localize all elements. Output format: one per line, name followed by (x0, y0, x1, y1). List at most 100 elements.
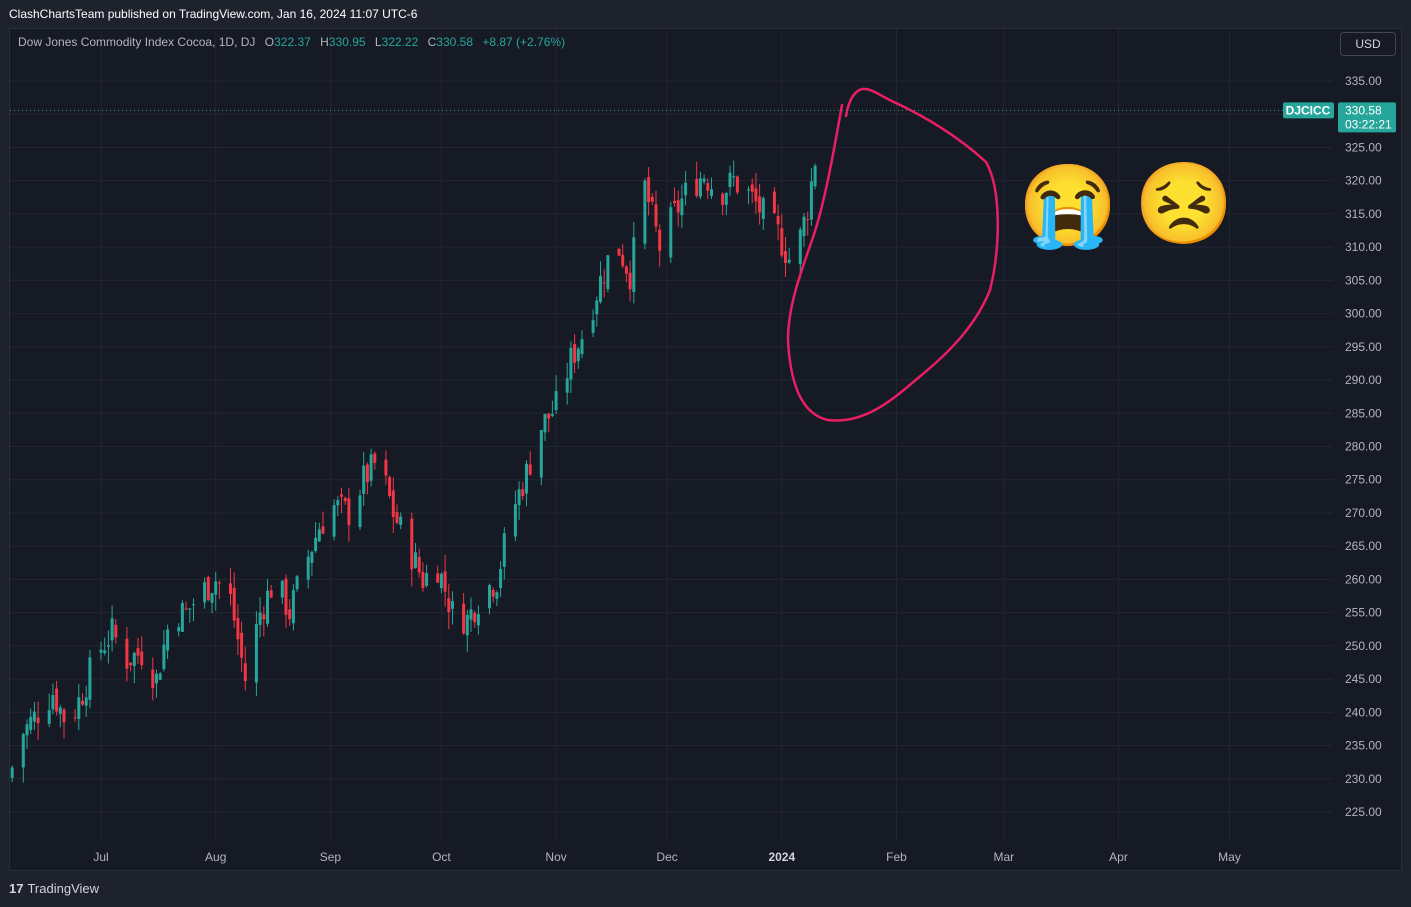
y-tick-label: 295.00 (1345, 340, 1382, 354)
candle-body (36, 717, 40, 724)
candle-body (310, 551, 314, 563)
candle-body (462, 603, 466, 634)
candle-body (809, 181, 813, 220)
candle-body (565, 378, 569, 393)
candle-body (684, 182, 688, 196)
x-tick-label: Dec (656, 850, 677, 864)
x-tick-label: Apr (1109, 850, 1128, 864)
candle-body (55, 688, 59, 712)
high-label: H (320, 35, 329, 49)
candle-body (813, 165, 817, 187)
candle-body (291, 590, 295, 624)
candle-body (710, 189, 713, 196)
symbol-legend: Dow Jones Commodity Index Cocoa, 1D, DJ … (18, 35, 565, 49)
time-axis: Jul Aug Sep Oct Nov Dec 2024 Feb Mar Apr May (93, 850, 1241, 864)
low-label: L (374, 35, 382, 49)
candle-body (747, 189, 750, 191)
candle-body (425, 573, 429, 586)
ticker-tag (1283, 102, 1334, 119)
candle-body (758, 196, 762, 213)
candle-body (784, 250, 787, 264)
y-tick-label: 325.00 (1345, 140, 1382, 154)
candle-body (32, 711, 36, 722)
candle-body (243, 663, 247, 682)
y-tick-label: 265.00 (1345, 539, 1382, 553)
candle-body (25, 724, 29, 736)
y-tick-label: 335.00 (1345, 74, 1382, 88)
candle-body (106, 645, 110, 647)
candle-body (439, 573, 443, 589)
close-value: 330.58 (436, 35, 473, 49)
candle-body (81, 700, 84, 705)
candle-body (343, 497, 347, 502)
candle-body (643, 180, 647, 244)
candle-body (576, 348, 580, 362)
candle-body (698, 178, 702, 197)
candle-body (695, 179, 699, 196)
candle-body (269, 590, 273, 598)
candle-body (658, 229, 662, 251)
candle-body (254, 624, 258, 683)
candle-body (229, 583, 232, 594)
x-tick-label: May (1218, 850, 1241, 864)
ticker-label: DJCICC (1286, 103, 1331, 117)
currency-button[interactable]: USD (1340, 32, 1396, 56)
candle-body (624, 266, 628, 274)
countdown-value: 03:22:21 (1345, 117, 1392, 131)
candle-body (369, 454, 373, 481)
candle-body (735, 176, 739, 193)
y-tick-label: 315.00 (1345, 207, 1382, 221)
candle-body (654, 204, 658, 227)
candle-body (210, 593, 214, 603)
candle-body (750, 184, 754, 192)
candle-body (451, 601, 454, 609)
candle-body (166, 629, 170, 651)
candle-body (414, 552, 417, 568)
brand-name: TradingView (27, 881, 100, 896)
candle-body (676, 200, 680, 213)
crying-emoji: 😭 (1018, 161, 1118, 250)
y-tick-label: 235.00 (1345, 739, 1382, 753)
candle-body (306, 556, 310, 580)
candle-body (521, 489, 525, 497)
candle-body (103, 650, 107, 654)
candle-body (469, 609, 473, 620)
y-tick-label: 310.00 (1345, 240, 1382, 254)
candle-body (554, 391, 558, 411)
candle-body (421, 572, 425, 588)
candle-body (495, 592, 499, 599)
tradingview-logo[interactable]: 17 TradingView (9, 881, 99, 896)
candle-body (180, 602, 184, 632)
candle-body (669, 207, 673, 258)
candle-body (621, 254, 625, 267)
candle-body (802, 216, 806, 237)
publisher-line: ClashChartsTeam published on TradingView… (9, 7, 418, 21)
candle-body (192, 604, 195, 606)
y-tick-label: 290.00 (1345, 373, 1382, 387)
candle-body (162, 644, 166, 670)
candle-body (410, 518, 414, 570)
x-tick-label: Sep (320, 850, 342, 864)
candle-body (10, 767, 14, 778)
y-tick-label: 225.00 (1345, 805, 1382, 819)
y-tick-label: 270.00 (1345, 506, 1382, 520)
open-value: 322.37 (274, 35, 311, 49)
candle-body (88, 657, 92, 700)
candle-body (155, 673, 158, 684)
candle-body (266, 590, 269, 624)
candle-body (280, 580, 284, 598)
candle-body (51, 695, 55, 710)
grid-lines (10, 29, 1333, 842)
price-axis: 225.00 230.00 235.00 240.00 245.00 250.00 255.… (1345, 74, 1382, 819)
y-tick-label: 245.00 (1345, 672, 1382, 686)
candle-body (395, 512, 399, 523)
candle-body (295, 576, 299, 590)
candle-body (203, 582, 207, 603)
candle-body (602, 282, 606, 284)
chart-pane[interactable] (9, 28, 1402, 871)
candle-body (798, 229, 802, 265)
candle-body (417, 556, 421, 573)
candle-body (647, 177, 651, 203)
candle-body (362, 465, 366, 494)
